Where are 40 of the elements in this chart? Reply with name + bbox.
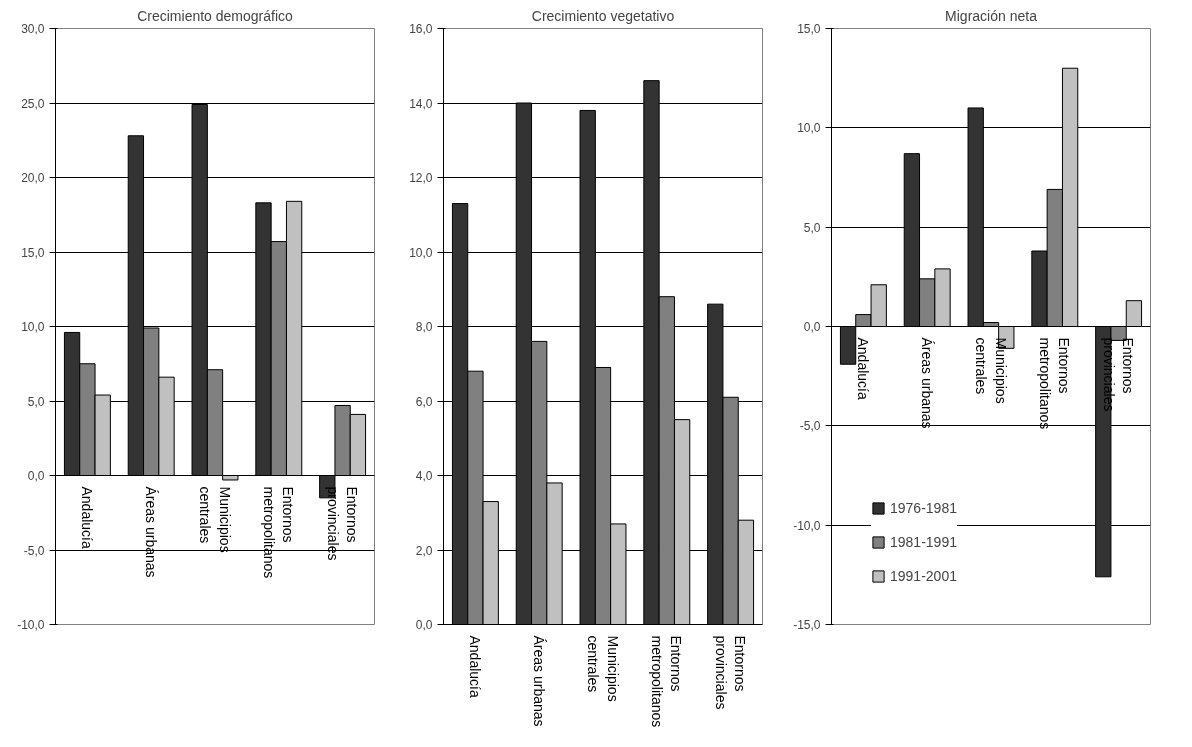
y-tick-label: 0,0	[803, 320, 821, 334]
y-tick-label: 6,0	[415, 394, 433, 409]
x-tick-label: Áreas urbanas	[919, 337, 936, 429]
x-tick-label: Andalucía	[855, 337, 872, 400]
y-tick-label: 16,0	[409, 22, 433, 36]
x-tick-label: Municipios centrales	[585, 635, 621, 702]
x-tick-label: Municipios centrales	[973, 337, 1009, 404]
y-tick-label: 15,0	[21, 245, 45, 260]
legend-label: 1976-1981	[890, 500, 957, 516]
y-tick-label: -5,0	[799, 419, 821, 434]
x-tick-label: Áreas urbanas	[531, 635, 548, 727]
x-tick-label: Municipios centrales	[197, 486, 233, 553]
y-tick-label: 8,0	[415, 320, 433, 334]
y-tick-label: 4,0	[415, 469, 433, 483]
y-tick-label: 14,0	[409, 96, 433, 111]
y-tick-label: 10,0	[21, 320, 45, 334]
y-tick-label: 5,0	[803, 220, 821, 235]
legend-label: 1981-1991	[890, 534, 957, 550]
y-tick-label: -15,0	[793, 618, 821, 632]
y-tick-label: 15,0	[797, 22, 821, 36]
y-tick-label: 25,0	[21, 96, 45, 111]
y-tick-label: 2,0	[415, 543, 433, 558]
y-tick-label: 10,0	[409, 245, 433, 260]
y-tick-label: 0,0	[415, 618, 433, 632]
y-tick-label: -10,0	[17, 618, 45, 632]
x-tick-label: Andalucía	[467, 635, 484, 698]
y-tick-label: -5,0	[23, 543, 45, 558]
y-tick-label: 0,0	[27, 469, 45, 483]
y-tick-label: 20,0	[21, 171, 45, 185]
x-tick-label: Andalucía	[79, 486, 96, 549]
chart-title: Crecimiento vegetativo	[531, 7, 675, 24]
chart-title: Migración neta	[945, 7, 1038, 24]
y-tick-label: 5,0	[27, 394, 45, 409]
chart-title: Crecimiento demográfico	[137, 7, 294, 24]
y-tick-label: 10,0	[797, 121, 821, 136]
y-tick-label: 30,0	[21, 22, 45, 36]
y-tick-label: 12,0	[409, 171, 433, 185]
legend-label: 1991-2001	[890, 568, 957, 584]
y-tick-label: -10,0	[793, 518, 821, 533]
x-tick-label: Áreas urbanas	[143, 486, 160, 578]
